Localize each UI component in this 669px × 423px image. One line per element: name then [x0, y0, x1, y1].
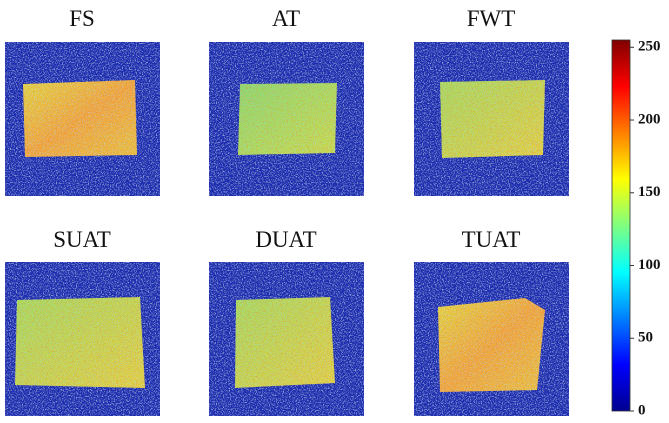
sample [23, 80, 137, 157]
colorbar-tick-label: 100 [638, 257, 661, 273]
colorbar-tick-label: 150 [638, 184, 661, 200]
colorbar-tick-label: 200 [638, 111, 661, 127]
colorbar-tick-label: 50 [638, 330, 653, 346]
panel-title: FWT [467, 6, 516, 31]
panel-at: AT [209, 6, 364, 196]
panel-tuat: TUAT [414, 227, 569, 416]
panel-title: DUAT [255, 227, 316, 252]
panel-duat: DUAT [209, 227, 364, 416]
colorbar-tick-label: 0 [638, 402, 646, 418]
panel-fs: FS [5, 6, 160, 196]
panel-title: AT [272, 6, 300, 31]
colorbar [611, 39, 631, 412]
panel-suat: SUAT [5, 227, 160, 416]
colorbar-tick-label: 250 [638, 39, 661, 55]
panel-fwt: FWT [414, 6, 569, 196]
sample [438, 298, 545, 392]
sample [15, 297, 145, 388]
sample [238, 83, 337, 155]
panel-title: FS [69, 6, 95, 31]
panel-title: TUAT [462, 227, 521, 252]
sample [440, 80, 545, 158]
panel-title: SUAT [53, 227, 111, 252]
sample [235, 297, 335, 388]
